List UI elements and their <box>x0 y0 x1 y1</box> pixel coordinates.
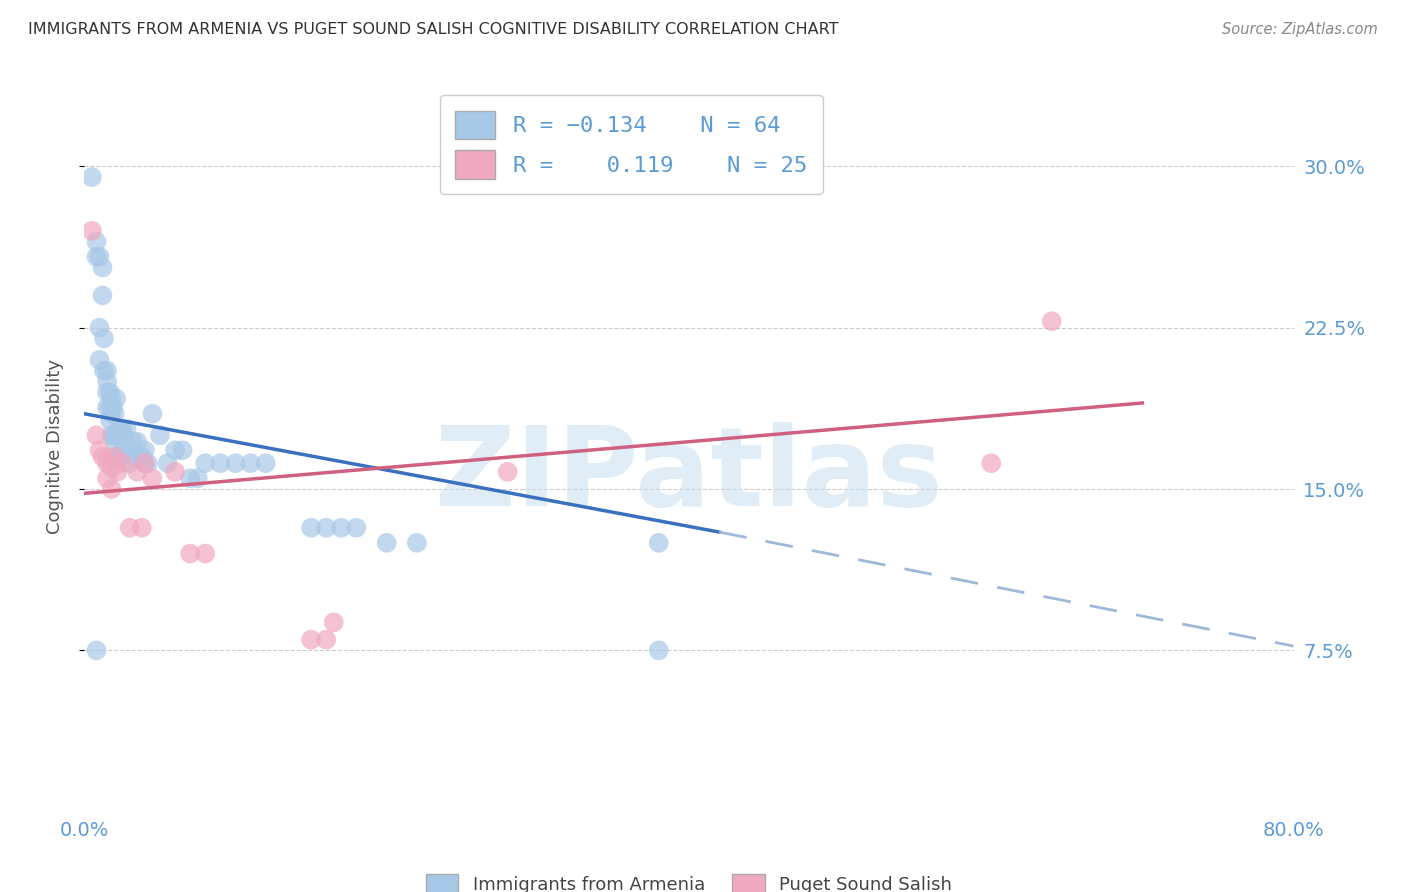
Point <box>96 456 118 470</box>
Point <box>93 331 115 345</box>
Point <box>107 428 129 442</box>
Point <box>111 422 134 436</box>
Point <box>89 250 111 264</box>
Text: Source: ZipAtlas.com: Source: ZipAtlas.com <box>1222 22 1378 37</box>
Point <box>108 450 131 464</box>
Point <box>134 443 156 458</box>
Point <box>104 434 127 449</box>
Point <box>89 353 111 368</box>
Point <box>179 471 201 485</box>
Point <box>100 460 122 475</box>
Point <box>194 456 217 470</box>
Point <box>86 428 108 442</box>
Point <box>165 443 187 458</box>
Point <box>125 450 148 464</box>
Point <box>86 250 108 264</box>
Point <box>225 456 247 470</box>
Point <box>648 643 671 657</box>
Point <box>131 450 153 464</box>
Point <box>121 434 143 449</box>
Point <box>315 521 337 535</box>
Point <box>299 521 322 535</box>
Point <box>209 456 232 470</box>
Point <box>80 224 103 238</box>
Point <box>194 547 217 561</box>
Text: IMMIGRANTS FROM ARMENIA VS PUGET SOUND SALISH COGNITIVE DISABILITY CORRELATION C: IMMIGRANTS FROM ARMENIA VS PUGET SOUND S… <box>28 22 838 37</box>
Point <box>239 456 262 470</box>
Point <box>98 401 121 415</box>
Point <box>91 450 114 464</box>
Point <box>330 521 353 535</box>
Point <box>105 392 128 406</box>
Point <box>136 456 159 470</box>
Point <box>115 422 138 436</box>
Point <box>496 465 519 479</box>
Point <box>105 428 128 442</box>
Point <box>111 456 134 470</box>
Point <box>322 615 344 630</box>
Point <box>131 521 153 535</box>
Point <box>96 471 118 485</box>
Point <box>107 465 129 479</box>
Point <box>118 521 141 535</box>
Point <box>96 375 118 389</box>
Point <box>80 170 103 185</box>
Point <box>149 428 172 442</box>
Point <box>96 364 118 378</box>
Point <box>100 482 122 496</box>
Point <box>165 465 187 479</box>
Point <box>89 443 111 458</box>
Point <box>315 632 337 647</box>
Y-axis label: Cognitive Disability: Cognitive Disability <box>45 359 63 533</box>
Point <box>406 536 429 550</box>
Point <box>98 385 121 400</box>
Point <box>112 428 135 442</box>
Point <box>172 443 194 458</box>
Point <box>141 407 163 421</box>
Point <box>101 401 124 415</box>
Point <box>91 288 114 302</box>
Point <box>101 428 124 442</box>
Point <box>179 547 201 561</box>
Point <box>111 443 134 458</box>
Point <box>96 401 118 415</box>
Point <box>118 456 141 470</box>
Point <box>375 536 398 550</box>
Point <box>93 364 115 378</box>
Point <box>134 456 156 470</box>
Point <box>108 422 131 436</box>
Point <box>141 471 163 485</box>
Point <box>980 456 1002 470</box>
Point <box>104 407 127 421</box>
Point <box>104 450 127 464</box>
Point <box>648 536 671 550</box>
Point <box>100 407 122 421</box>
Text: ZIPatlas: ZIPatlas <box>434 422 943 529</box>
Point <box>134 456 156 470</box>
Point <box>89 320 111 334</box>
Point <box>86 643 108 657</box>
Point <box>100 392 122 406</box>
Point <box>299 632 322 647</box>
Point <box>127 434 149 449</box>
Point <box>118 443 141 458</box>
Point <box>346 521 368 535</box>
Point <box>86 235 108 249</box>
Point <box>107 450 129 464</box>
Point <box>100 428 122 442</box>
Point <box>98 413 121 427</box>
Point <box>96 385 118 400</box>
Point <box>91 260 114 275</box>
Legend: Immigrants from Armenia, Puget Sound Salish: Immigrants from Armenia, Puget Sound Sal… <box>416 864 962 892</box>
Point <box>187 471 209 485</box>
Point <box>156 456 179 470</box>
Point <box>1040 314 1063 328</box>
Point <box>254 456 277 470</box>
Point <box>127 465 149 479</box>
